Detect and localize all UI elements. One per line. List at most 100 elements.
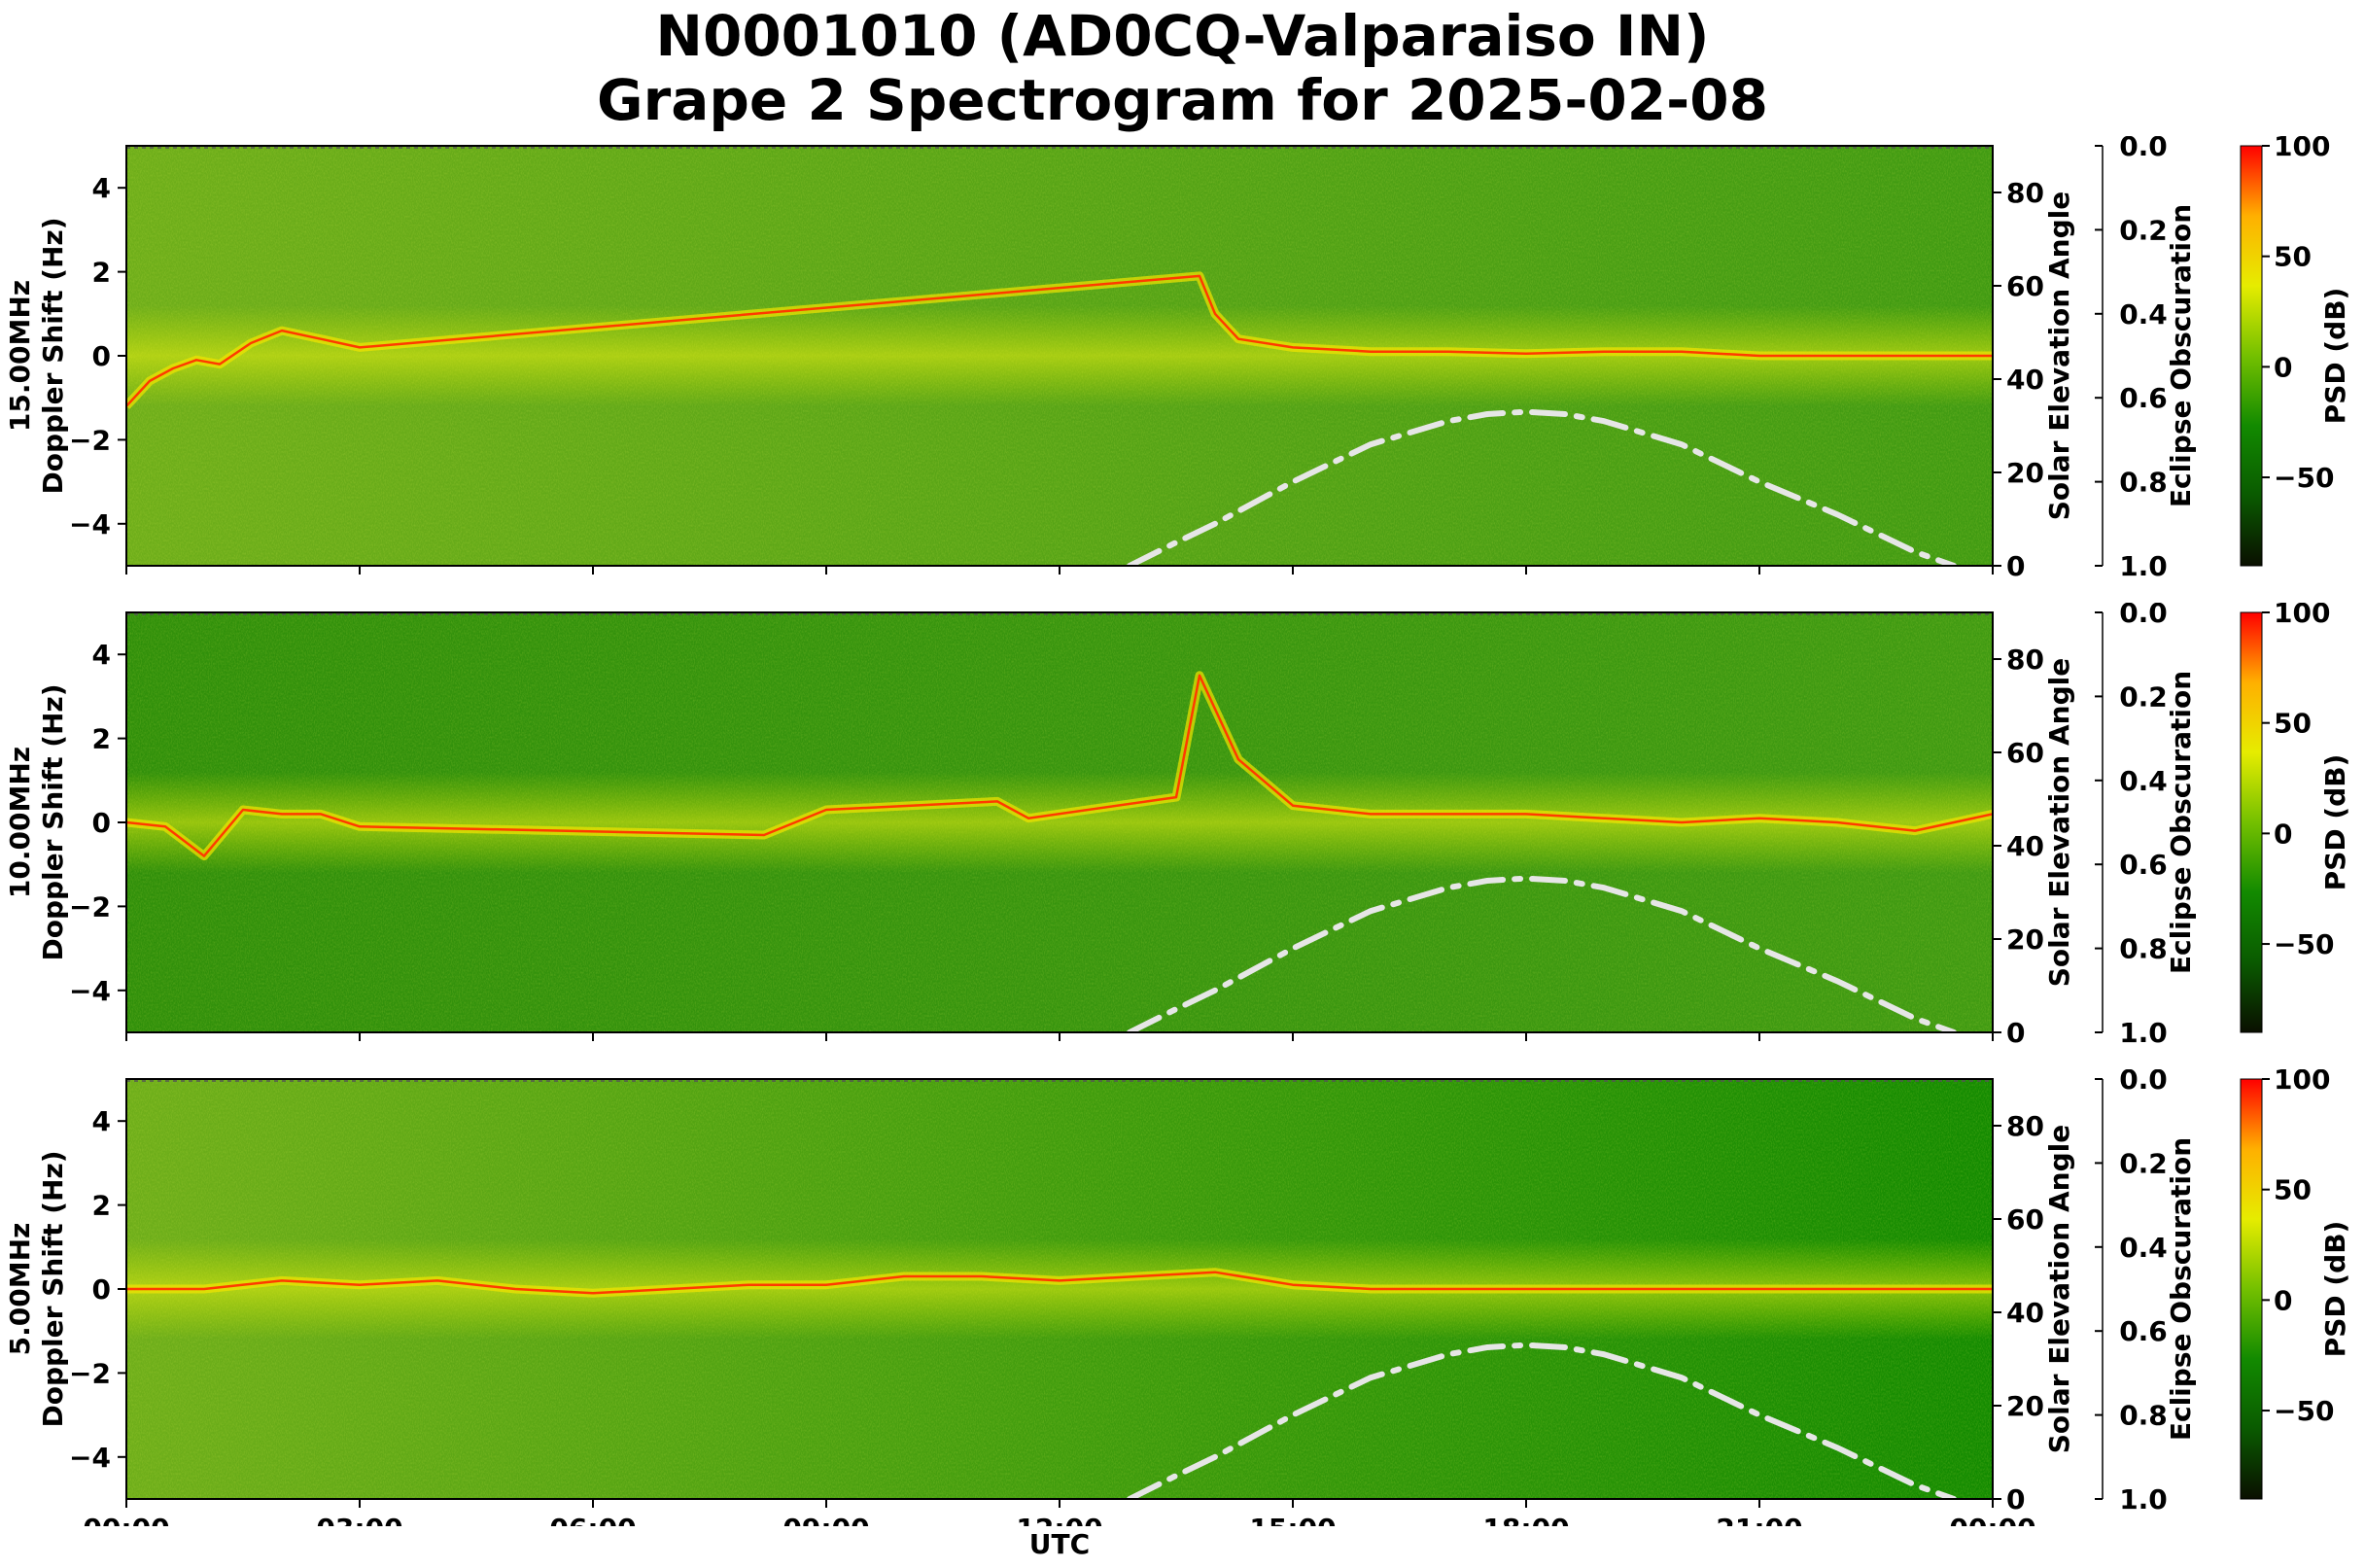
frequency-label: 5.00MHz: [4, 1223, 36, 1356]
solar-axis-label: Solar Elevation Angle: [2043, 192, 2075, 520]
y-tick-label: −2: [69, 424, 111, 456]
y-tick-label: −2: [69, 1357, 111, 1389]
y-axis-label: Doppler Shift (Hz): [37, 217, 69, 494]
x-tick-label: 00:00: [1949, 1513, 2035, 1526]
y-tick-label: −4: [69, 1442, 111, 1474]
doppler-trace: [126, 274, 1993, 407]
solar-tick-label: 0: [2006, 1017, 2025, 1049]
y-tick-label: 4: [92, 1105, 111, 1137]
colorbar: [2240, 1078, 2263, 1500]
colorbar-label: PSD (dB): [2319, 1221, 2351, 1358]
frequency-label: 10.00MHz: [4, 747, 36, 898]
chart-title-line2: Grape 2 Spectrogram for 2025-02-08: [597, 67, 1768, 133]
solar-tick-label: 40: [2006, 364, 2044, 396]
colorbar-tick-label: −50: [2274, 462, 2334, 494]
eclipse-tick-label: 0.0: [2119, 1069, 2168, 1096]
colorbar-tick-label: 0: [2274, 818, 2292, 850]
eclipse-tick-label: 0.4: [2119, 298, 2168, 331]
colorbar-label: PSD (dB): [2319, 754, 2351, 891]
eclipse-tick-label: 0.6: [2119, 849, 2168, 881]
y-tick-label: 0: [92, 807, 111, 839]
colorbar: [2240, 611, 2263, 1033]
y-axis-label: Doppler Shift (Hz): [37, 1150, 69, 1427]
colorbar-tick-label: 50: [2274, 708, 2312, 740]
solar-elevation-curve: [1127, 875, 1957, 1032]
spectrogram-panel-2: 420−2−45.00MHz Doppler Shift (Hz)02040608…: [4, 1069, 2351, 1526]
solar-tick-label: 80: [2006, 177, 2044, 209]
eclipse-tick-label: 0.2: [2119, 214, 2168, 246]
eclipse-axis-label: Eclipse Obscuration: [2165, 204, 2197, 507]
colorbar-tick-label: 0: [2274, 1284, 2292, 1316]
colorbar-label: PSD (dB): [2319, 288, 2351, 425]
solar-tick-label: 20: [2006, 1390, 2044, 1422]
x-tick-label: 09:00: [783, 1513, 869, 1526]
eclipse-tick-label: 0.4: [2119, 1232, 2168, 1264]
spectrogram-panel-0: 420−2−415.00MHz Doppler Shift (Hz)0204060…: [4, 136, 2351, 582]
solar-tick-label: 40: [2006, 1297, 2044, 1329]
solar-tick-label: 0: [2006, 1483, 2025, 1516]
eclipse-axis-label: Eclipse Obscuration: [2165, 1137, 2197, 1441]
y-tick-label: 0: [92, 1273, 111, 1306]
y-tick-label: 2: [92, 1190, 111, 1222]
doppler-trace: [126, 1271, 1993, 1295]
x-tick-label: 03:00: [316, 1513, 402, 1526]
eclipse-tick-label: 0.4: [2119, 765, 2168, 797]
solar-elevation-curve: [1127, 1342, 1957, 1499]
y-tick-label: 4: [92, 639, 111, 671]
spectrogram-panel-1: 420−2−410.00MHz Doppler Shift (Hz)0204060…: [4, 603, 2351, 1049]
colorbar-tick-label: 0: [2274, 351, 2292, 383]
solar-tick-label: 80: [2006, 644, 2044, 676]
solar-tick-label: 40: [2006, 830, 2044, 862]
y-axis-label: Doppler Shift (Hz): [37, 683, 69, 960]
y-tick-label: −4: [69, 508, 111, 540]
colorbar-tick-label: 100: [2274, 603, 2330, 629]
x-tick-label: 06:00: [549, 1513, 636, 1526]
solar-elevation-curve: [1127, 408, 1957, 566]
eclipse-tick-label: 0.2: [2119, 1147, 2168, 1179]
solar-tick-label: 80: [2006, 1110, 2044, 1142]
solar-axis-label: Solar Elevation Angle: [2043, 658, 2075, 987]
colorbar-tick-label: 50: [2274, 241, 2312, 273]
x-tick-label: 18:00: [1482, 1513, 1569, 1526]
y-tick-label: 2: [92, 257, 111, 289]
frequency-label: 15.00MHz: [4, 280, 36, 432]
doppler-trace: [126, 674, 1993, 857]
x-tick-label: 21:00: [1716, 1513, 1802, 1526]
solar-tick-label: 0: [2006, 550, 2025, 582]
y-tick-label: 2: [92, 723, 111, 755]
y-tick-label: −2: [69, 890, 111, 923]
y-tick-label: −4: [69, 975, 111, 1007]
eclipse-tick-label: 1.0: [2119, 1483, 2168, 1516]
x-tick-label: 15:00: [1249, 1513, 1336, 1526]
colorbar-tick-label: 50: [2274, 1174, 2312, 1206]
colorbar: [2240, 145, 2263, 567]
solar-tick-label: 60: [2006, 1203, 2044, 1236]
solar-tick-label: 60: [2006, 737, 2044, 769]
eclipse-tick-label: 0.8: [2119, 1400, 2168, 1432]
y-tick-label: 0: [92, 340, 111, 372]
eclipse-tick-label: 0.2: [2119, 680, 2168, 713]
y-tick-label: 4: [92, 172, 111, 204]
solar-tick-label: 20: [2006, 923, 2044, 956]
eclipse-tick-label: 0.0: [2119, 603, 2168, 629]
x-tick-label: 00:00: [83, 1513, 169, 1526]
colorbar-tick-label: 100: [2274, 1069, 2330, 1096]
solar-tick-label: 60: [2006, 270, 2044, 302]
x-tick-label: 12:00: [1016, 1513, 1102, 1526]
solar-axis-label: Solar Elevation Angle: [2043, 1125, 2075, 1453]
eclipse-tick-label: 1.0: [2119, 1017, 2168, 1049]
eclipse-axis-label: Eclipse Obscuration: [2165, 671, 2197, 974]
colorbar-tick-label: 100: [2274, 136, 2330, 162]
eclipse-tick-label: 0.8: [2119, 467, 2168, 499]
eclipse-tick-label: 0.6: [2119, 382, 2168, 414]
x-axis-label: UTC: [1028, 1528, 1091, 1560]
solar-tick-label: 20: [2006, 457, 2044, 489]
eclipse-tick-label: 1.0: [2119, 550, 2168, 582]
colorbar-tick-label: −50: [2274, 1395, 2334, 1427]
colorbar-tick-label: −50: [2274, 928, 2334, 960]
eclipse-tick-label: 0.6: [2119, 1315, 2168, 1347]
eclipse-tick-label: 0.8: [2119, 933, 2168, 965]
eclipse-tick-label: 0.0: [2119, 136, 2168, 162]
chart-title-line1: N0001010 (AD0CQ-Valparaiso IN): [655, 3, 1710, 69]
